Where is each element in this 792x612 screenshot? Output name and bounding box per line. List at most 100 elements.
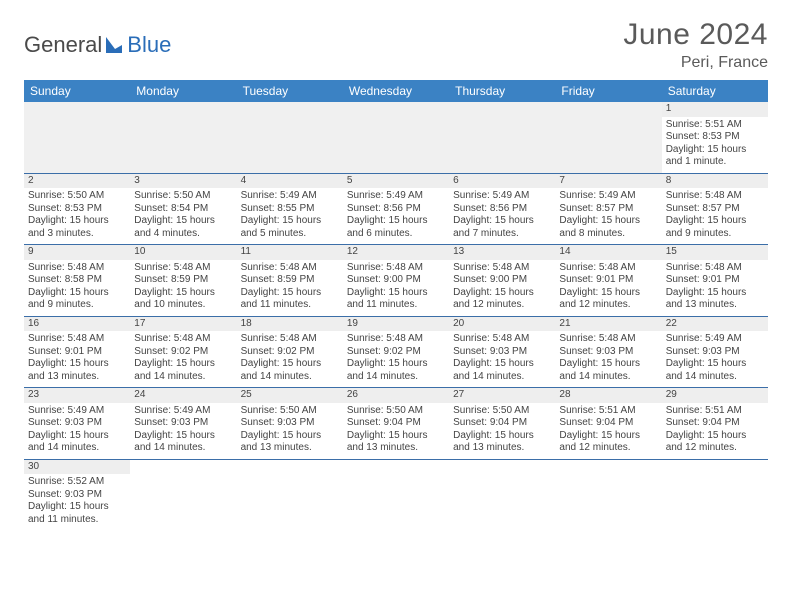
- calendar-week-row: 1Sunrise: 5:51 AMSunset: 8:53 PMDaylight…: [24, 102, 768, 173]
- calendar-table: Sunday Monday Tuesday Wednesday Thursday…: [24, 80, 768, 530]
- sunset-text: Sunset: 9:00 PM: [453, 274, 551, 287]
- daylight1-text: Daylight: 15 hours: [347, 430, 445, 443]
- sunrise-text: Sunrise: 5:48 AM: [134, 262, 232, 275]
- daylight1-text: Daylight: 15 hours: [241, 430, 339, 443]
- day-number: 21: [555, 317, 661, 332]
- sunrise-text: Sunrise: 5:51 AM: [559, 405, 657, 418]
- calendar-day-cell: 20Sunrise: 5:48 AMSunset: 9:03 PMDayligh…: [449, 316, 555, 388]
- daylight2-text: and 13 minutes.: [347, 442, 445, 455]
- daylight2-text: and 14 minutes.: [28, 442, 126, 455]
- sunrise-text: Sunrise: 5:51 AM: [666, 405, 764, 418]
- daylight2-text: and 7 minutes.: [453, 228, 551, 241]
- calendar-day-cell: 15Sunrise: 5:48 AMSunset: 9:01 PMDayligh…: [662, 245, 768, 317]
- calendar-day-cell: 6Sunrise: 5:49 AMSunset: 8:56 PMDaylight…: [449, 173, 555, 245]
- day-number: 8: [662, 174, 768, 189]
- calendar-day-cell: 18Sunrise: 5:48 AMSunset: 9:02 PMDayligh…: [237, 316, 343, 388]
- sunset-text: Sunset: 9:03 PM: [666, 346, 764, 359]
- weekday-header: Tuesday: [237, 80, 343, 102]
- daylight1-text: Daylight: 15 hours: [559, 358, 657, 371]
- calendar-day-cell: 7Sunrise: 5:49 AMSunset: 8:57 PMDaylight…: [555, 173, 661, 245]
- calendar-day-cell: 10Sunrise: 5:48 AMSunset: 8:59 PMDayligh…: [130, 245, 236, 317]
- calendar-day-cell: 3Sunrise: 5:50 AMSunset: 8:54 PMDaylight…: [130, 173, 236, 245]
- weekday-header: Saturday: [662, 80, 768, 102]
- sunset-text: Sunset: 8:55 PM: [241, 203, 339, 216]
- location-label: Peri, France: [623, 54, 768, 72]
- calendar-day-cell: 26Sunrise: 5:50 AMSunset: 9:04 PMDayligh…: [343, 388, 449, 460]
- title-block: June 2024 Peri, France: [623, 18, 768, 72]
- daylight1-text: Daylight: 15 hours: [241, 287, 339, 300]
- daylight1-text: Daylight: 15 hours: [241, 215, 339, 228]
- calendar-day-cell: 25Sunrise: 5:50 AMSunset: 9:03 PMDayligh…: [237, 388, 343, 460]
- sunset-text: Sunset: 9:01 PM: [559, 274, 657, 287]
- weekday-header: Thursday: [449, 80, 555, 102]
- sunset-text: Sunset: 9:01 PM: [28, 346, 126, 359]
- daylight1-text: Daylight: 15 hours: [666, 430, 764, 443]
- day-number: 5: [343, 174, 449, 189]
- sunrise-text: Sunrise: 5:50 AM: [453, 405, 551, 418]
- sunset-text: Sunset: 9:03 PM: [453, 346, 551, 359]
- sunset-text: Sunset: 9:03 PM: [559, 346, 657, 359]
- daylight2-text: and 11 minutes.: [28, 514, 126, 527]
- daylight1-text: Daylight: 15 hours: [241, 358, 339, 371]
- daylight2-text: and 13 minutes.: [453, 442, 551, 455]
- daylight2-text: and 9 minutes.: [666, 228, 764, 241]
- sunset-text: Sunset: 9:04 PM: [453, 417, 551, 430]
- calendar-day-cell: [449, 459, 555, 530]
- sunrise-text: Sunrise: 5:49 AM: [241, 190, 339, 203]
- day-number: 18: [237, 317, 343, 332]
- sunset-text: Sunset: 9:02 PM: [134, 346, 232, 359]
- sunset-text: Sunset: 9:04 PM: [666, 417, 764, 430]
- calendar-day-cell: 30Sunrise: 5:52 AMSunset: 9:03 PMDayligh…: [24, 459, 130, 530]
- sunrise-text: Sunrise: 5:49 AM: [347, 190, 445, 203]
- day-number: 27: [449, 388, 555, 403]
- calendar-week-row: 23Sunrise: 5:49 AMSunset: 9:03 PMDayligh…: [24, 388, 768, 460]
- sunset-text: Sunset: 9:04 PM: [559, 417, 657, 430]
- sunset-text: Sunset: 9:02 PM: [241, 346, 339, 359]
- sunrise-text: Sunrise: 5:50 AM: [241, 405, 339, 418]
- daylight2-text: and 12 minutes.: [453, 299, 551, 312]
- daylight1-text: Daylight: 15 hours: [28, 215, 126, 228]
- calendar-day-cell: [130, 459, 236, 530]
- daylight2-text: and 14 minutes.: [134, 371, 232, 384]
- day-number: 7: [555, 174, 661, 189]
- daylight2-text: and 13 minutes.: [241, 442, 339, 455]
- daylight2-text: and 14 minutes.: [347, 371, 445, 384]
- day-number: 2: [24, 174, 130, 189]
- sunrise-text: Sunrise: 5:50 AM: [347, 405, 445, 418]
- sunrise-text: Sunrise: 5:48 AM: [241, 262, 339, 275]
- calendar-day-cell: 19Sunrise: 5:48 AMSunset: 9:02 PMDayligh…: [343, 316, 449, 388]
- sunset-text: Sunset: 9:02 PM: [347, 346, 445, 359]
- day-number: 28: [555, 388, 661, 403]
- sunrise-text: Sunrise: 5:48 AM: [559, 262, 657, 275]
- day-number: 30: [24, 460, 130, 475]
- calendar-header-row: Sunday Monday Tuesday Wednesday Thursday…: [24, 80, 768, 102]
- daylight2-text: and 14 minutes.: [241, 371, 339, 384]
- sunset-text: Sunset: 9:03 PM: [28, 489, 126, 502]
- daylight1-text: Daylight: 15 hours: [666, 287, 764, 300]
- daylight1-text: Daylight: 15 hours: [347, 287, 445, 300]
- daylight2-text: and 9 minutes.: [28, 299, 126, 312]
- sunrise-text: Sunrise: 5:48 AM: [28, 333, 126, 346]
- sunset-text: Sunset: 9:01 PM: [666, 274, 764, 287]
- calendar-week-row: 16Sunrise: 5:48 AMSunset: 9:01 PM Dayligh…: [24, 316, 768, 388]
- calendar-day-cell: 27Sunrise: 5:50 AMSunset: 9:04 PMDayligh…: [449, 388, 555, 460]
- weekday-header: Sunday: [24, 80, 130, 102]
- day-number: 12: [343, 245, 449, 260]
- daylight1-text: Daylight: 15 hours: [28, 430, 126, 443]
- daylight1-text: Daylight: 15 hours: [453, 358, 551, 371]
- daylight2-text: and 13 minutes.: [28, 371, 126, 384]
- day-number: 29: [662, 388, 768, 403]
- daylight1-text: Daylight: 15 hours: [559, 287, 657, 300]
- calendar-day-cell: 13Sunrise: 5:48 AMSunset: 9:00 PMDayligh…: [449, 245, 555, 317]
- daylight2-text: and 14 minutes.: [559, 371, 657, 384]
- day-number: 20: [449, 317, 555, 332]
- daylight1-text: Daylight: 15 hours: [666, 358, 764, 371]
- calendar-day-cell: 2Sunrise: 5:50 AMSunset: 8:53 PMDaylight…: [24, 173, 130, 245]
- day-number: 24: [130, 388, 236, 403]
- sunset-text: Sunset: 8:58 PM: [28, 274, 126, 287]
- day-number: 16: [24, 317, 130, 332]
- calendar-day-cell: [343, 459, 449, 530]
- logo: General Blue: [24, 32, 171, 58]
- calendar-day-cell: [555, 102, 661, 173]
- calendar-day-cell: 9Sunrise: 5:48 AMSunset: 8:58 PMDaylight…: [24, 245, 130, 317]
